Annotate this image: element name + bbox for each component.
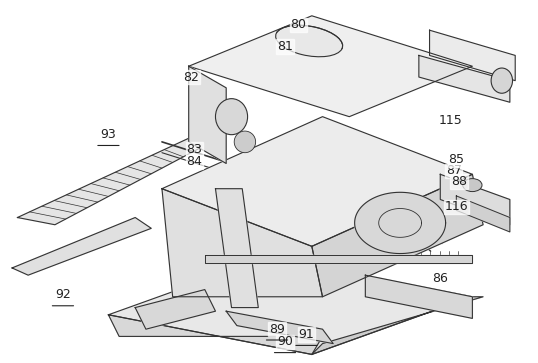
Text: 92: 92 (55, 289, 71, 301)
Polygon shape (189, 66, 226, 163)
Polygon shape (440, 174, 510, 225)
Polygon shape (109, 257, 472, 354)
Polygon shape (189, 16, 472, 117)
Text: 83: 83 (186, 143, 202, 156)
Polygon shape (456, 196, 510, 232)
Text: 84: 84 (186, 155, 202, 168)
Polygon shape (162, 117, 472, 246)
Polygon shape (216, 189, 258, 307)
Text: 85: 85 (448, 154, 464, 166)
Polygon shape (17, 138, 205, 225)
Polygon shape (226, 311, 333, 344)
Polygon shape (109, 315, 322, 354)
Text: 88: 88 (451, 175, 467, 188)
Polygon shape (12, 217, 151, 275)
Polygon shape (365, 275, 472, 318)
Text: 116: 116 (444, 200, 468, 213)
Text: 90: 90 (277, 335, 293, 348)
Polygon shape (135, 290, 216, 329)
Polygon shape (312, 174, 483, 297)
Text: 82: 82 (183, 70, 200, 83)
Ellipse shape (275, 25, 343, 57)
Polygon shape (205, 255, 472, 262)
Text: 80: 80 (291, 18, 307, 31)
Ellipse shape (234, 131, 256, 153)
Text: 115: 115 (439, 114, 463, 127)
Text: 81: 81 (277, 40, 293, 53)
Polygon shape (312, 297, 483, 354)
Ellipse shape (491, 68, 513, 93)
Ellipse shape (216, 99, 247, 135)
Polygon shape (419, 56, 510, 102)
Circle shape (463, 179, 482, 192)
Text: 87: 87 (445, 164, 462, 177)
Polygon shape (429, 30, 515, 81)
Polygon shape (162, 189, 322, 297)
Text: 91: 91 (299, 328, 314, 341)
Text: 93: 93 (101, 128, 116, 141)
Text: 86: 86 (433, 272, 448, 285)
Polygon shape (355, 192, 445, 253)
Text: 89: 89 (269, 323, 285, 336)
